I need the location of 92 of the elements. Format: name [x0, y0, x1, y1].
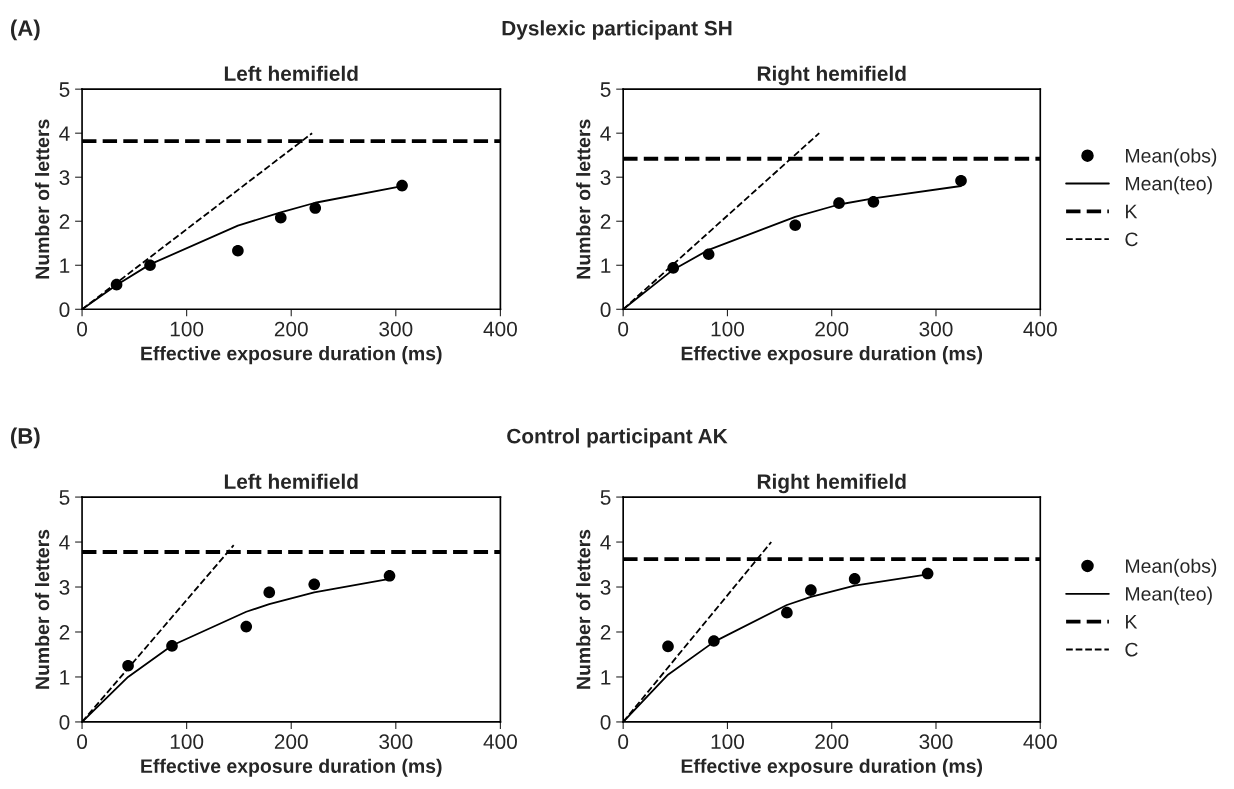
x-tick-label: 100	[711, 321, 745, 337]
y-tick-label: 1	[601, 670, 611, 685]
x-tick-label: 0	[618, 321, 629, 337]
point	[789, 219, 802, 232]
y-tick-label: 2	[600, 624, 611, 640]
legend-label: K	[1126, 615, 1138, 629]
point	[708, 635, 720, 647]
point	[263, 586, 276, 599]
point	[805, 584, 817, 596]
x-tick-label: 400	[483, 734, 517, 750]
y-axis-title: Number of letters	[576, 529, 591, 689]
text: Dyslexic participant SH	[502, 20, 732, 40]
y-tick-label: 3	[600, 580, 611, 595]
y-tick-label: 5	[600, 82, 611, 97]
point	[144, 259, 156, 272]
legend-label: Mean(obs)	[1126, 148, 1217, 167]
legend-label: Mean(teo)	[1126, 176, 1212, 195]
point	[383, 569, 396, 582]
text: (B)	[10, 427, 40, 449]
y-tick-label: 4	[59, 535, 70, 550]
x-tick-label: 200	[815, 321, 849, 337]
chart-title: Right hemifield	[757, 65, 906, 86]
point	[662, 640, 674, 653]
y-tick-label: 0	[59, 302, 70, 318]
y-tick-label: 5	[59, 490, 70, 505]
legend-label: C	[1125, 642, 1138, 657]
x-tick-label: 400	[1023, 734, 1057, 750]
y-tick-label: 0	[59, 714, 70, 730]
point	[308, 578, 321, 591]
x-tick-label: 100	[711, 734, 745, 750]
point	[166, 640, 178, 652]
y-tick-label: 4	[600, 535, 611, 550]
point	[833, 197, 845, 209]
y-tick-label: 2	[59, 214, 70, 229]
y-axis-title: Number of letters	[34, 529, 50, 689]
x-tick-label: 300	[379, 321, 413, 337]
y-tick-label: 4	[59, 126, 70, 141]
legend-label: C	[1125, 232, 1138, 247]
x-tick-label: 200	[274, 734, 308, 750]
y-tick-label: 2	[600, 214, 611, 229]
point	[274, 211, 287, 224]
text: Control participant AK	[507, 428, 728, 448]
y-tick-label: 5	[600, 490, 611, 505]
x-tick-label: 200	[274, 321, 308, 337]
point	[702, 248, 715, 261]
x-tick-label: 300	[919, 321, 953, 337]
y-tick-label: 3	[600, 170, 611, 185]
x-tick-label: 400	[1023, 321, 1057, 337]
x-tick-label: 100	[170, 321, 204, 337]
y-tick-label: 0	[600, 302, 611, 318]
text: (A)	[10, 19, 40, 41]
point	[232, 244, 244, 257]
chart-title: Left hemifield	[224, 473, 358, 489]
legend-label: Mean(teo)	[1126, 586, 1212, 605]
x-axis-title: Effective exposure duration (ms)	[681, 346, 983, 365]
y-tick-label: 3	[59, 170, 70, 185]
point	[781, 606, 793, 619]
point	[955, 174, 967, 187]
x-axis-title: Effective exposure duration (ms)	[681, 758, 983, 777]
chart-title: Left hemifield	[224, 65, 358, 82]
point	[309, 202, 322, 214]
chart-title: Right hemifield	[757, 473, 906, 494]
y-axis-title: Number of letters	[576, 119, 591, 279]
y-tick-label: 1	[60, 258, 70, 273]
point	[396, 179, 408, 192]
x-tick-label: 0	[77, 734, 88, 750]
x-tick-label: 200	[815, 734, 849, 750]
point	[122, 659, 134, 672]
point	[240, 620, 253, 633]
y-tick-label: 4	[600, 126, 611, 141]
y-tick-label: 1	[601, 258, 611, 273]
x-axis-title: Effective exposure duration (ms)	[141, 758, 442, 777]
x-tick-label: 0	[618, 734, 629, 750]
point	[848, 573, 861, 585]
point	[110, 278, 123, 291]
x-tick-label: 0	[77, 321, 88, 337]
y-tick-label: 1	[60, 670, 70, 685]
y-tick-label: 3	[59, 580, 70, 595]
y-axis-title: Number of letters	[34, 119, 50, 279]
y-tick-label: 5	[59, 82, 70, 97]
y-tick-label: 0	[600, 714, 611, 730]
y-tick-label: 2	[59, 624, 70, 640]
x-tick-label: 400	[483, 321, 517, 337]
legend-label: K	[1126, 204, 1138, 219]
legend-label: Mean(obs)	[1126, 558, 1217, 577]
x-axis-title: Effective exposure duration (ms)	[141, 346, 442, 365]
point	[867, 196, 880, 208]
point	[921, 567, 934, 580]
point	[667, 262, 680, 274]
x-tick-label: 100	[170, 734, 204, 750]
x-tick-label: 300	[379, 734, 413, 750]
x-tick-label: 300	[919, 734, 953, 750]
